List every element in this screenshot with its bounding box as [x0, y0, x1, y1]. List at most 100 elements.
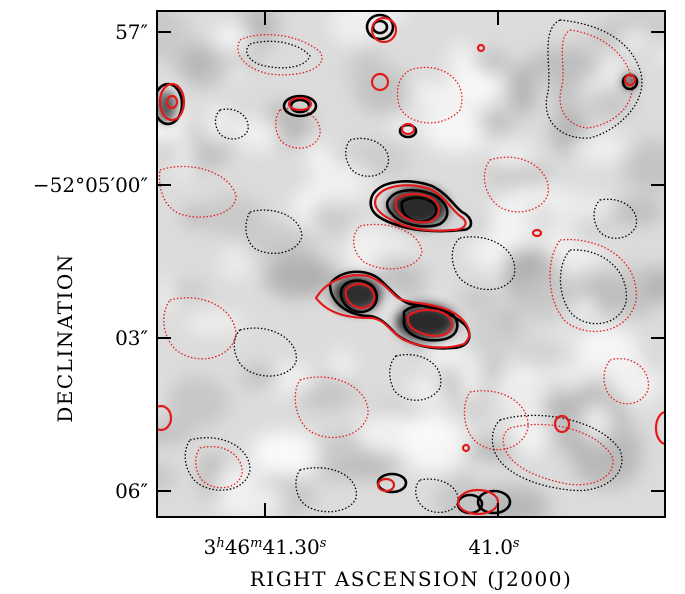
contours [157, 13, 665, 516]
y-axis-title: DECLINATION [53, 253, 77, 423]
compact-contour [158, 82, 186, 122]
compact-contour [289, 98, 311, 114]
noise-blob [449, 41, 472, 82]
dotted-contour [237, 34, 323, 76]
compact-contour [553, 414, 571, 434]
y-tick-label: 06″ [115, 479, 148, 503]
compact-contour [476, 489, 512, 515]
dotted-contour [463, 390, 529, 451]
noise-blob [242, 225, 319, 259]
compact-contour [165, 94, 179, 110]
noise-blob [184, 313, 247, 333]
upper-source-contour [385, 188, 449, 228]
noise-blob [220, 244, 251, 282]
upper-right-blob [623, 75, 637, 89]
dotted-contour [158, 165, 237, 218]
noise-blob [611, 363, 663, 405]
dotted-contour [233, 327, 297, 377]
noise-blob [245, 11, 274, 46]
upper-source-contour [369, 180, 473, 233]
x-axis-title: RIGHT ASCENSION (J2000) [250, 567, 573, 591]
noise-blob [197, 102, 238, 145]
noise-blob [323, 162, 366, 179]
noise-blob [604, 198, 665, 225]
dotted-contour [483, 156, 549, 213]
intensity-map [157, 11, 665, 517]
dotted-contour [195, 446, 243, 489]
noise-blob [399, 420, 471, 473]
lower-source-contour [344, 282, 376, 310]
compact-contour [376, 477, 396, 493]
noise-blob [306, 142, 331, 174]
dotted-contour [593, 198, 638, 239]
noise-blob [488, 196, 534, 252]
dotted-contour [345, 137, 390, 177]
plot-frame [156, 10, 666, 518]
compact-contour [400, 122, 416, 136]
compact-contour [370, 72, 390, 92]
dotted-contour [163, 297, 237, 360]
noise-blob [579, 268, 601, 298]
noise-blob [515, 270, 581, 321]
noise-blob [187, 42, 210, 81]
y-tick-label: 03″ [115, 326, 148, 350]
noise-blob [431, 82, 463, 104]
noise-blob [622, 139, 665, 194]
lower-source-contour [406, 308, 454, 338]
noise-blob [162, 375, 229, 429]
x-tick-label: 3h46m41.30s [204, 535, 327, 559]
noise-blob [173, 131, 195, 181]
dotted-contours [158, 19, 650, 513]
noise-blob [329, 348, 354, 381]
noise-blob [200, 195, 265, 237]
noise-blob [491, 365, 550, 416]
noise-blob [389, 116, 413, 135]
noise-blob [235, 116, 281, 151]
dotted-contour [451, 236, 516, 291]
noise-blob [545, 191, 617, 223]
tick-marks [157, 11, 665, 517]
x-tick-labels: 3h46m41.30s 41.0s [204, 535, 520, 559]
noise-blob [498, 306, 519, 335]
compact-contour [456, 488, 500, 516]
compact-contour [282, 94, 318, 118]
noise-blob [571, 131, 630, 165]
dotted-contour [415, 478, 459, 513]
black-contours [157, 13, 639, 515]
noise-blob [490, 140, 536, 169]
dotted-contour [396, 66, 463, 124]
upper-source-contour [400, 196, 438, 224]
dotted-contour [545, 19, 643, 139]
dotted-contour [275, 107, 321, 149]
noise-blob [309, 199, 358, 235]
noise-blob [617, 29, 652, 53]
noise-blob [553, 75, 577, 121]
dotted-contour [214, 108, 249, 140]
noise-blob [349, 217, 375, 268]
noise-blob [157, 11, 190, 60]
dotted-contour [353, 223, 423, 270]
dotted-contour [502, 423, 614, 486]
noise-blob [509, 62, 537, 117]
noise-blob [251, 435, 321, 479]
lower-source-contour [339, 279, 378, 314]
noise-blob [456, 350, 486, 403]
noise-blob [264, 253, 331, 298]
compact-contour [365, 13, 395, 41]
noise-blob [157, 276, 175, 313]
noise-blob [649, 15, 665, 45]
upper-source-contour [374, 184, 467, 232]
x-tick-label: 41.0s [468, 535, 520, 559]
dotted-contour [295, 467, 357, 513]
noise-blob [510, 408, 553, 455]
compact-contour [157, 404, 173, 432]
dotted-contour [559, 249, 627, 325]
dotted-contour [389, 354, 442, 401]
dotted-contour [245, 209, 303, 254]
compact-contour [623, 73, 637, 87]
lower-source-contour [314, 274, 471, 349]
y-tick-label: −52°05′00″ [33, 173, 148, 197]
noise-blob [614, 278, 653, 319]
noise-blob [345, 68, 412, 86]
compact-contour [461, 443, 471, 453]
